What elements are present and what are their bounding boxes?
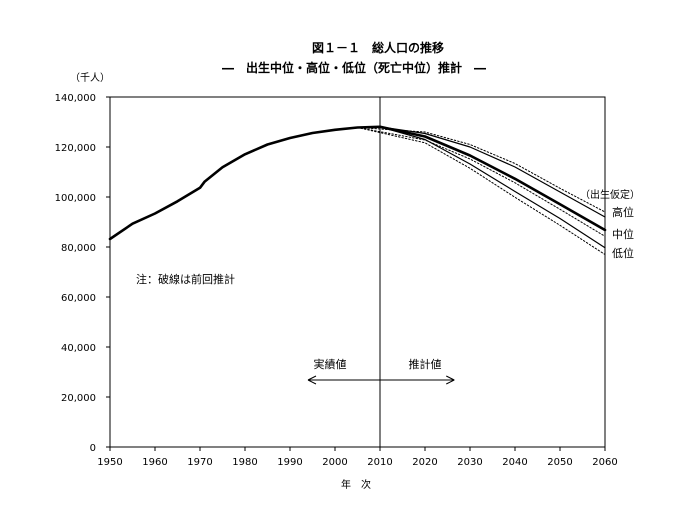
plot-frame — [109, 96, 606, 448]
x-tick-label: 2020 — [412, 457, 437, 468]
x-tick-label: 1960 — [142, 457, 167, 468]
y-tick-label: 40,000 — [61, 343, 96, 354]
previous-projection-line — [357, 127, 606, 213]
series-label-低位: 低位 — [612, 246, 634, 260]
x-tick-label: 1980 — [232, 457, 257, 468]
x-tick-label: 2000 — [322, 457, 347, 468]
x-tick-label: 1970 — [187, 457, 212, 468]
y-tick-label: 60,000 — [61, 293, 96, 304]
y-tick-label: 80,000 — [61, 243, 96, 254]
y-tick-label: 140,000 — [55, 93, 96, 104]
chart-title: 図１－１ 総人口の推移 — [312, 40, 444, 55]
legend-header: （出生仮定） — [580, 188, 640, 201]
x-tick-label: 1950 — [97, 457, 122, 468]
x-tick-label: 2050 — [547, 457, 572, 468]
y-tick-label: 20,000 — [61, 393, 96, 404]
arrow-head-left — [307, 375, 317, 385]
series-label-中位: 中位 — [612, 227, 634, 241]
series-line-低位 — [379, 126, 606, 249]
arrow-head-right — [446, 375, 455, 385]
y-axis-unit-label: （千人） — [70, 72, 110, 84]
actual-population-line — [108, 125, 382, 241]
x-tick-label: 2010 — [367, 457, 392, 468]
x-tick-label: 2060 — [592, 457, 617, 468]
y-tick-label: 0 — [90, 443, 96, 454]
x-tick-label: 1990 — [277, 457, 302, 468]
dashed-line-note: 注：破線は前回推計 — [136, 272, 235, 286]
series-line-高位 — [379, 126, 606, 218]
actual-values-label: 実績値 — [314, 357, 347, 371]
x-axis-label: 年 次 — [341, 478, 371, 491]
chart-subtitle: ― 出生中位・高位・低位（死亡中位）推計 ― — [222, 60, 486, 75]
y-tick-label: 120,000 — [55, 143, 96, 154]
projected-values-label: 推計値 — [409, 357, 442, 371]
x-tick-label: 2030 — [457, 457, 482, 468]
x-tick-label: 2040 — [502, 457, 527, 468]
y-tick-label: 100,000 — [55, 193, 96, 204]
previous-projection-line — [357, 127, 606, 237]
series-line-中位 — [378, 125, 607, 232]
series-label-高位: 高位 — [612, 205, 634, 219]
previous-projection-line — [357, 127, 606, 255]
